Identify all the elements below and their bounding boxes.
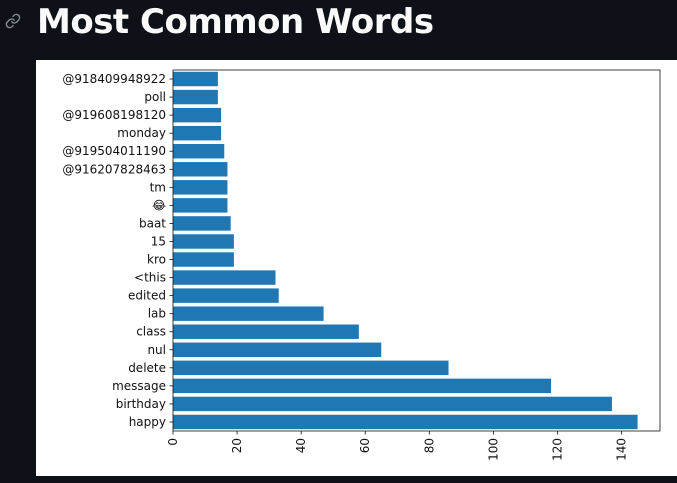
x-tick-label: 120 [550, 438, 564, 461]
bar-1 [173, 396, 612, 412]
y-tick-label: baat [139, 216, 166, 230]
y-tick-label: lab [148, 307, 166, 321]
bar-0 [173, 414, 638, 430]
y-tick-label: @916207828463 [62, 162, 166, 176]
y-tick-label: tm [150, 180, 166, 194]
bar-4 [173, 342, 382, 357]
chart-figure: happy birthday message delete nul class lab edi… [36, 60, 677, 476]
bar-18 [173, 89, 218, 105]
y-tick-label: happy [129, 415, 166, 429]
y-tick-label: monday [117, 126, 166, 140]
bar-17 [173, 107, 222, 123]
x-tick-label: 20 [230, 438, 244, 453]
bar-12 [173, 198, 228, 213]
y-tick-label: birthday [116, 397, 166, 411]
bar-8 [173, 270, 276, 285]
x-tick-label: 0 [166, 438, 180, 446]
bar-7 [173, 288, 279, 303]
y-tick-label: delete [128, 361, 166, 375]
x-tick-label: 60 [358, 438, 372, 453]
y-tick-label: nul [147, 343, 166, 357]
bar-11 [173, 216, 231, 231]
x-tick-label: 80 [422, 438, 436, 453]
bar-16 [173, 125, 222, 141]
link-icon[interactable] [0, 6, 26, 36]
x-tick-label: 40 [294, 438, 308, 453]
axes-frame [172, 69, 661, 432]
bar-9 [173, 252, 234, 267]
y-tick-label: <this [134, 271, 166, 285]
bar-2 [173, 378, 552, 394]
y-tick-label: 😂 [152, 198, 166, 212]
bar-10 [173, 234, 234, 249]
y-tick-label: edited [128, 289, 166, 303]
bar-5 [173, 324, 359, 339]
x-tick-label: 100 [486, 438, 500, 461]
page-title: Most Common Words [37, 2, 434, 42]
bar-15 [173, 144, 225, 159]
y-tick-label: class [136, 325, 166, 339]
bar-3 [173, 360, 449, 376]
y-tick-label: poll [144, 90, 166, 104]
bar-chart: happy birthday message delete nul class lab edi… [62, 69, 661, 461]
y-tick-label: @919608198120 [62, 108, 166, 122]
bar-19 [173, 71, 218, 87]
x-tick-label: 140 [615, 438, 629, 461]
y-tick-label: message [112, 379, 166, 393]
y-tick-label: 15 [151, 234, 166, 248]
bar-13 [173, 180, 228, 195]
y-tick-label: @919504011190 [62, 144, 166, 158]
bar-6 [173, 306, 324, 321]
y-tick-label: kro [147, 253, 166, 267]
bar-14 [173, 162, 228, 177]
y-tick-label: @918409948922 [62, 72, 166, 86]
